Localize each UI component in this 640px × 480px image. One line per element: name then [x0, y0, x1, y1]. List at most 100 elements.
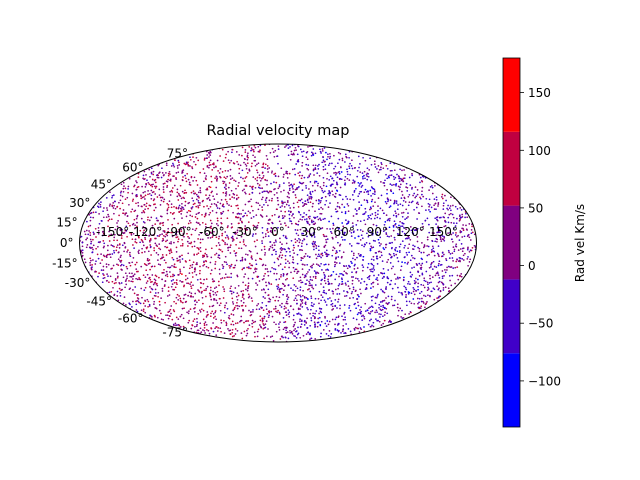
scatter-point [245, 175, 248, 178]
scatter-point [331, 305, 334, 308]
scatter-point [166, 209, 169, 212]
scatter-point [250, 297, 253, 299]
scatter-point [313, 321, 316, 324]
scatter-point [267, 288, 270, 291]
scatter-point [330, 230, 332, 233]
scatter-point [243, 243, 246, 246]
scatter-point [119, 207, 121, 210]
scatter-point [312, 152, 314, 155]
scatter-point [109, 275, 112, 278]
scatter-point [221, 205, 224, 207]
scatter-point [441, 193, 444, 196]
scatter-point [292, 261, 295, 264]
scatter-point [107, 263, 110, 266]
scatter-point [111, 204, 114, 207]
scatter-point [235, 151, 238, 153]
scatter-point [143, 203, 146, 206]
scatter-point [102, 265, 105, 268]
scatter-point [349, 173, 351, 176]
scatter-point [244, 149, 247, 151]
scatter-point [429, 186, 432, 188]
scatter-point [266, 183, 268, 186]
scatter-point [114, 200, 116, 203]
scatter-point [295, 337, 298, 339]
lon-tick-label: -30° [232, 225, 258, 239]
scatter-point [329, 202, 331, 204]
scatter-point [379, 308, 382, 311]
scatter-point [283, 206, 286, 208]
scatter-point [238, 181, 240, 184]
scatter-point [306, 297, 309, 300]
scatter-point [135, 180, 137, 182]
scatter-point [175, 251, 178, 253]
scatter-point [431, 245, 434, 248]
scatter-point [222, 297, 225, 299]
scatter-point [370, 296, 373, 298]
scatter-point [382, 304, 384, 307]
scatter-point [179, 270, 182, 272]
scatter-point [166, 212, 169, 215]
scatter-point [203, 326, 206, 329]
scatter-point [223, 319, 225, 322]
scatter-point [380, 288, 382, 291]
scatter-point [333, 167, 335, 170]
scatter-point [307, 201, 310, 204]
scatter-point [211, 210, 214, 212]
scatter-point [318, 163, 320, 166]
scatter-point [395, 202, 398, 204]
scatter-point [414, 282, 416, 285]
scatter-point [112, 264, 115, 267]
scatter-point [134, 238, 137, 241]
scatter-point [350, 245, 353, 247]
scatter-point [417, 246, 419, 249]
scatter-point [219, 327, 222, 330]
scatter-point [154, 306, 157, 309]
scatter-point [260, 326, 263, 329]
scatter-point [284, 284, 286, 287]
scatter-point [173, 241, 175, 244]
scatter-point [420, 305, 423, 308]
scatter-point [225, 324, 228, 327]
scatter-point [170, 231, 173, 234]
scatter-point [251, 192, 254, 194]
scatter-point [223, 176, 226, 179]
scatter-point [137, 185, 140, 188]
scatter-point [158, 235, 160, 237]
scatter-point [194, 325, 196, 328]
scatter-point [373, 193, 376, 196]
lat-tick-label: 75° [167, 146, 188, 160]
scatter-point [372, 325, 375, 328]
scatter-point [312, 148, 315, 150]
scatter-point [134, 227, 136, 230]
scatter-point [340, 332, 342, 334]
scatter-point [112, 194, 115, 196]
scatter-point [224, 304, 226, 307]
scatter-point [431, 186, 434, 189]
scatter-point [455, 232, 457, 234]
scatter-point [180, 228, 182, 231]
scatter-point [203, 157, 206, 160]
scatter-point [420, 283, 423, 286]
scatter-point [318, 265, 321, 268]
scatter-point [137, 298, 140, 300]
scatter-point [344, 161, 346, 163]
scatter-point [279, 263, 282, 265]
scatter-point [118, 214, 120, 217]
scatter-point [165, 164, 168, 167]
scatter-point [318, 302, 320, 305]
scatter-point [298, 280, 300, 282]
scatter-point [197, 195, 200, 198]
scatter-point [441, 255, 444, 257]
scatter-point [328, 194, 331, 197]
scatter-point [323, 263, 326, 266]
scatter-point [293, 329, 295, 332]
scatter-point [386, 177, 389, 180]
scatter-point [188, 272, 191, 274]
scatter-point [277, 199, 279, 202]
scatter-point [435, 234, 438, 237]
scatter-point [287, 191, 290, 194]
lat-tick-label: 45° [91, 177, 112, 191]
scatter-point [289, 329, 291, 332]
scatter-point [301, 268, 304, 270]
scatter-point [231, 151, 233, 154]
